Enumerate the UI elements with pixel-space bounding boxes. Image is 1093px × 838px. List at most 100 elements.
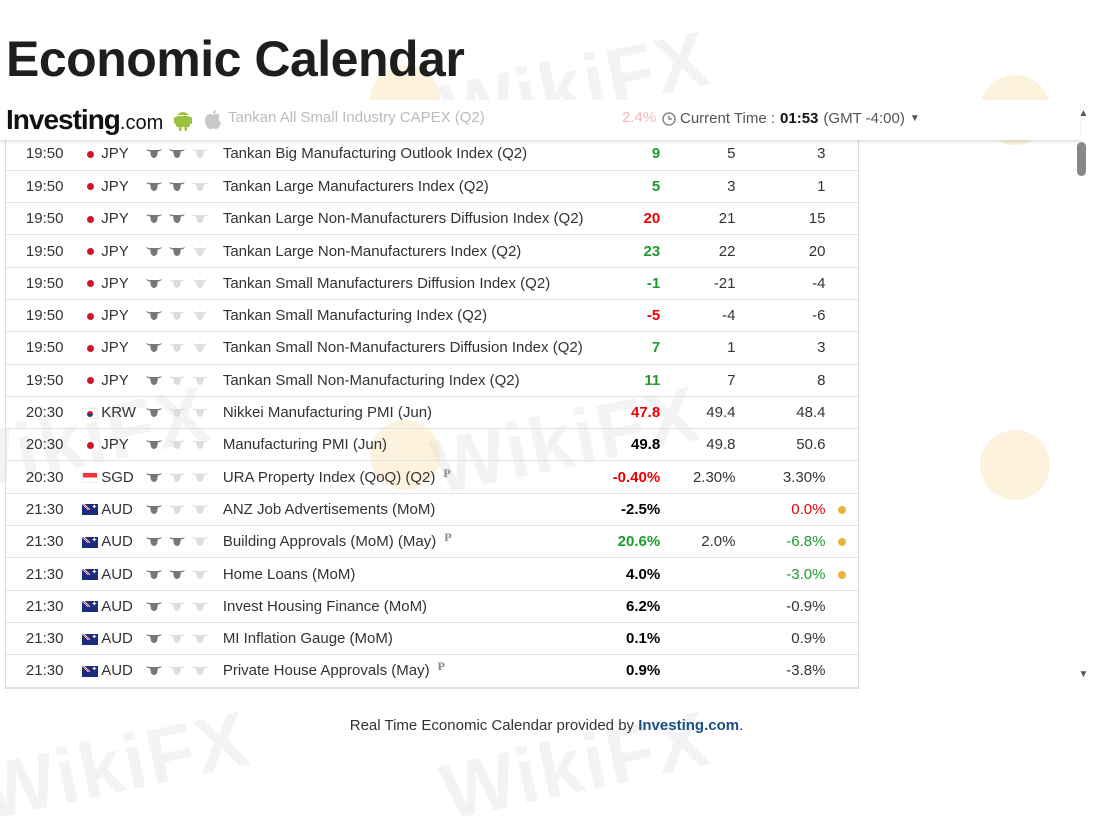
table-row[interactable]: 21:30 AUD Invest Housing Finance (MoM) 6.2%… [6, 590, 858, 623]
previous-value: 3 [817, 339, 826, 357]
event-name[interactable]: Tankan Small Non-Manufacturers Diffusion… [222, 339, 583, 357]
table-row[interactable]: 21:30 AUD Home Loans (MoM) 4.0% -3.0% [6, 558, 858, 591]
scrollbar[interactable]: ▲ ▼ [1074, 108, 1093, 688]
current-time-widget[interactable]: Current Time : 01:53 (GMT -4:00) ▼ [662, 110, 920, 127]
forecast-value [660, 655, 735, 687]
table-row[interactable]: 19:50 JPY Tankan Large Manufacturers Index… [6, 170, 858, 203]
revision-dot [825, 170, 858, 202]
table-row[interactable]: 19:50 JPY Tankan Small Manufacturing Index… [6, 299, 858, 332]
table-row[interactable]: 21:30 AUD Building Approvals (MoM) (May)P 2… [6, 526, 858, 558]
importance-bull-icon [145, 436, 168, 453]
event-name[interactable]: MI Inflation Gauge (MoM) [222, 630, 393, 648]
partial-event-value: 2.4% [622, 109, 657, 126]
flag-icon [79, 590, 101, 622]
event-name[interactable]: Tankan Small Manufacturers Diffusion Ind… [222, 274, 551, 292]
footer: Real Time Economic Calendar provided by … [349, 717, 744, 734]
importance-bull-icon [191, 630, 214, 647]
importance-bull-icon [191, 339, 214, 356]
event-time: 19:50 [25, 339, 64, 357]
flag-icon [79, 558, 101, 590]
revision-dot [825, 267, 858, 299]
scroll-thumb[interactable] [1077, 142, 1086, 176]
table-row[interactable]: 19:50 JPY Tankan Small Manufacturers Diffu… [6, 267, 858, 300]
event-time: 20:30 [25, 468, 64, 486]
importance-bull-icon [168, 566, 191, 583]
table-row[interactable]: 20:30 KRW Nikkei Manufacturing PMI (Jun) 47… [6, 396, 858, 429]
currency-code: AUD [101, 662, 133, 680]
revision-dot [825, 364, 858, 396]
table-row[interactable]: 19:50 JPY Tankan Large Non-Manufacturers I… [6, 235, 858, 268]
dot-icon [837, 570, 846, 579]
importance-bull-icon [168, 598, 191, 615]
forecast-value: 3 [727, 177, 736, 195]
importance-bull-icon [191, 243, 214, 260]
event-name[interactable]: Private House Approvals (May) P [222, 659, 445, 680]
event-name[interactable]: Nikkei Manufacturing PMI (Jun) [222, 404, 433, 422]
table-row[interactable]: 21:30 AUD ANZ Job Advertisements (MoM) -2.5… [6, 493, 858, 526]
importance [145, 299, 223, 331]
chevron-down-icon[interactable]: ▼ [909, 113, 920, 124]
page-title: Economic Calendar [6, 31, 465, 87]
currency-code: SGD [101, 468, 134, 486]
event-name[interactable]: Tankan Large Non-Manufacturers Diffusion… [222, 210, 584, 228]
watermark: WikiFX [433, 693, 718, 837]
table-row[interactable]: 19:50 JPY Tankan Large Non-Manufacturers D… [6, 203, 858, 235]
dot-icon [837, 538, 846, 547]
event-name[interactable]: Tankan Big Manufacturing Outlook Index (… [222, 145, 528, 163]
event-name[interactable]: Invest Housing Finance (MoM) [222, 597, 428, 615]
preliminary-marker: P [443, 465, 451, 480]
event-time: 21:30 [25, 565, 64, 583]
table-row[interactable]: 20:30 JPY Manufacturing PMI (Jun) 49.8 49.8 5… [6, 429, 858, 461]
table-row[interactable]: 19:50 JPY Tankan Small Non-Manufacturers D… [6, 332, 858, 365]
previous-value: 0.0% [791, 500, 826, 518]
importance-bull-icon [191, 145, 214, 162]
actual-value: 0.1% [625, 630, 661, 648]
importance-bull-icon [145, 339, 168, 356]
table-row[interactable]: 19:50 JPY Tankan Small Non-Manufacturing I… [6, 364, 858, 397]
current-time-label: Current Time : [680, 110, 776, 127]
forecast-value: -4 [722, 307, 736, 325]
scroll-up-icon[interactable]: ▲ [1078, 108, 1089, 119]
watermark-logo [980, 430, 1050, 500]
event-name[interactable]: Building Approvals (MoM) (May) P [222, 530, 452, 551]
apple-icon[interactable] [203, 109, 223, 131]
importance-bull-icon [168, 404, 191, 421]
table-row[interactable]: 19:50 JPY Tankan Big Manufacturing Outlook… [6, 138, 858, 171]
importance-bull-icon [191, 662, 214, 679]
importance-bull-icon [145, 469, 168, 486]
revision-dot [825, 622, 858, 654]
revision-dot [825, 526, 858, 558]
scroll-down-icon[interactable]: ▼ [1078, 669, 1089, 680]
importance [145, 203, 223, 235]
current-time-value: 01:53 [780, 110, 819, 127]
event-name[interactable]: Tankan Large Non-Manufacturers Index (Q2… [222, 242, 522, 260]
revision-dot [825, 429, 858, 461]
android-icon[interactable] [173, 109, 193, 131]
revision-dot [825, 590, 858, 622]
event-name[interactable]: ANZ Job Advertisements (MoM) [222, 500, 436, 518]
event-name[interactable]: Home Loans (MoM) [222, 565, 356, 583]
importance-bull-icon [168, 339, 191, 356]
currency-code: AUD [101, 533, 133, 551]
currency-code: AUD [101, 565, 133, 583]
importance-bull-icon [168, 178, 191, 195]
investing-logo[interactable]: Investing .com [6, 104, 164, 135]
importance-bull-icon [191, 533, 214, 550]
calendar-header: Investing .com Tankan All Small Industry … [0, 100, 1080, 140]
event-name[interactable]: Manufacturing PMI (Jun) [222, 436, 388, 454]
table-row[interactable]: 21:30 AUD Private House Approvals (May)P 0.… [6, 655, 858, 688]
event-name[interactable]: Tankan Small Non-Manufacturing Index (Q2… [222, 371, 520, 389]
forecast-value: 7 [727, 371, 736, 389]
flag-icon [79, 203, 101, 235]
importance [145, 655, 223, 687]
importance [145, 267, 223, 299]
event-name[interactable]: URA Property Index (QoQ) (Q2) P [222, 465, 451, 486]
previous-value: -3.0% [786, 565, 826, 583]
investing-link[interactable]: Investing.com [638, 717, 740, 734]
event-name[interactable]: Tankan Small Manufacturing Index (Q2) [222, 307, 488, 325]
flag-icon [79, 299, 101, 331]
event-name[interactable]: Tankan Large Manufacturers Index (Q2) [222, 177, 489, 195]
table-row[interactable]: 20:30 SGD URA Property Index (QoQ) (Q2) P -0… [6, 461, 858, 494]
table-row[interactable]: 21:30 AUD MI Inflation Gauge (MoM) 0.1% 0.9% [6, 622, 858, 655]
previous-value: -6 [812, 307, 826, 325]
